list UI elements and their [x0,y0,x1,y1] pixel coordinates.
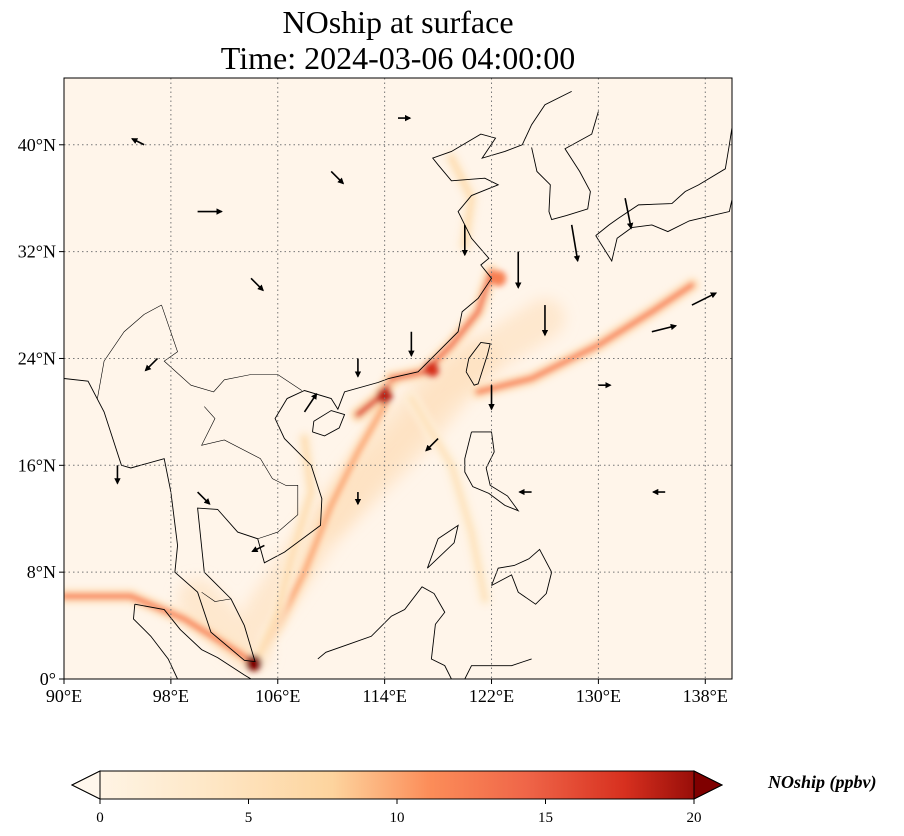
coastline [133,604,178,679]
country-border [201,406,299,540]
wind-arrow [250,277,264,292]
shipping-lane [475,282,695,395]
coastline [531,111,599,221]
country-border [161,304,302,393]
coastline [317,586,452,679]
wind-arrow [330,170,345,185]
colorbar-extend-max [693,770,724,800]
coastline [465,341,491,386]
port-hotspot [376,387,393,404]
coastline [64,90,572,663]
colorbar-tick-label: 15 [538,810,553,826]
colorbar-extend-min [70,770,101,800]
wind-arrow [425,438,439,452]
lat-tick-label: 0° [40,669,56,689]
lat-tick-label: 40°N [18,135,56,155]
lon-tick-label: 98°E [153,686,189,706]
colorbar-bar [70,770,724,800]
lon-tick-label: 138°E [683,686,728,706]
wind-arrow [303,392,318,413]
latitude-ticks: 0° 8°N 16°N 24°N 32°N 40°N [18,135,64,689]
lat-tick-label: 16°N [18,455,56,475]
colorbar-tick-label: 5 [245,810,253,826]
coastline [491,548,553,605]
coastline [464,658,532,679]
haze-band [177,578,272,673]
colorbar-label: NOship (ppbv) [767,772,877,793]
port-hotspot [490,270,507,287]
shipping-lane [388,268,495,382]
country-border [201,591,232,602]
country-border [97,304,162,399]
lon-tick-label: 130°E [576,686,621,706]
colorbar-tick-label: 20 [687,810,702,826]
wind-arrow [131,138,145,146]
lat-tick-label: 24°N [18,348,56,368]
lon-tick-label: 90°E [46,686,82,706]
lon-tick-label: 122°E [469,686,514,706]
wind-arrow [651,323,678,333]
wind-arrow [624,198,634,230]
colorbar-tick-label: 0 [96,810,104,826]
shipping-lane [64,593,257,666]
map-layers [64,78,732,679]
gridlines [64,78,732,679]
colorbar-ticks: 0 5 10 15 20 [96,799,702,826]
port-hotspot [423,361,440,378]
map-frame [63,77,733,680]
colorbar: 0 5 10 15 20 NOship (ppbv) [70,770,877,826]
coastline [134,603,252,679]
longitude-ticks: 90°E 98°E 106°E 114°E 122°E 130°E 138°E [46,679,728,706]
coastlines [64,90,732,679]
wind-arrow [570,224,580,263]
lat-tick-label: 32°N [18,242,56,262]
coastline [595,126,732,263]
lon-tick-label: 106°E [255,686,300,706]
wind-arrow [691,292,718,306]
wind-arrow [144,357,159,372]
coastline [312,410,346,437]
colorbar-tick-label: 10 [390,810,405,826]
map-subtitle: Time: 2024-03-06 04:00:00 [220,40,576,76]
shipping-lane [408,395,488,602]
shipping-lane [254,435,315,662]
wind-vectors [114,114,718,553]
coastline [464,431,520,512]
map-title: NOship at surface [282,4,514,40]
lat-tick-label: 8°N [27,562,56,582]
wind-arrow [251,544,265,553]
coastline [426,524,459,569]
port-hotspot [245,654,262,671]
wind-arrow [197,491,211,505]
lon-tick-label: 114°E [362,686,407,706]
